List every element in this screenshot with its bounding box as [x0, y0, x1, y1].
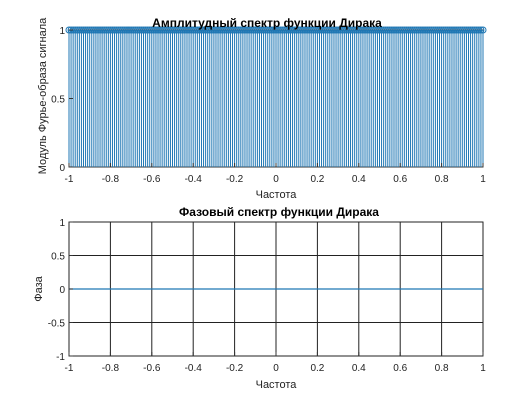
- phase-x-tick-label: 1: [480, 363, 486, 374]
- phase-x-tick-label: 0: [273, 363, 279, 374]
- amplitude-x-tick-label: 0: [273, 174, 279, 185]
- phase-y-tick-label: -1: [56, 352, 65, 363]
- phase-x-tick-label: -0.6: [143, 363, 161, 374]
- phase-y-ticks: -1 -0.5 0 0.5 1: [48, 218, 73, 363]
- amplitude-x-tick-label: 0.2: [310, 174, 324, 185]
- amplitude-x-ticks: -1 -0.8 -0.6 -0.4 -0.2 0 0.2 0.4 0.6 0.8 1: [65, 163, 486, 185]
- amplitude-stem-marker: [479, 26, 487, 34]
- amplitude-stems: [65, 26, 487, 167]
- phase-x-label: Частота: [256, 379, 298, 391]
- phase-plot: -1 -0.8 -0.6 -0.4 -0.2 0 0.2 0.4 0.6 0.8 1 -1 -0.5 0…: [33, 205, 486, 391]
- amplitude-x-tick-label: -0.6: [143, 174, 161, 185]
- amplitude-x-tick-label: -0.4: [185, 174, 203, 185]
- phase-x-ticks: -1 -0.8 -0.6 -0.4 -0.2 0 0.2 0.4 0.6 0.8 1: [65, 352, 486, 374]
- phase-title: Фазовый спектр функции Дирака: [179, 205, 379, 219]
- phase-x-tick-label: 0.8: [435, 363, 449, 374]
- amplitude-y-tick-label: 1: [59, 26, 65, 37]
- phase-y-label: Фаза: [33, 275, 45, 301]
- phase-x-tick-label: -0.2: [226, 363, 244, 374]
- amplitude-x-label: Частота: [256, 189, 298, 201]
- phase-x-tick-label: 0.6: [393, 363, 407, 374]
- amplitude-stem-marker: [477, 26, 485, 34]
- amplitude-y-label: Модуль Фурье-образа сигнала: [37, 17, 49, 174]
- amplitude-x-tick-label: 1: [480, 174, 486, 185]
- phase-x-tick-label: 0.4: [352, 363, 366, 374]
- amplitude-plot: -1 -0.8 -0.6 -0.4 -0.2 0 0.2 0.4 0.6 0.8 1 00.51 А…: [37, 16, 487, 201]
- phase-x-tick-label: -0.4: [185, 363, 203, 374]
- phase-y-tick-label: -0.5: [48, 319, 66, 330]
- phase-x-tick-label: 0.2: [310, 363, 324, 374]
- amplitude-x-tick-label: -0.8: [102, 174, 120, 185]
- phase-y-tick-label: 1: [59, 218, 65, 229]
- phase-y-tick-label: 0: [59, 285, 65, 296]
- amplitude-x-tick-label: -0.2: [226, 174, 244, 185]
- phase-x-tick-label: -1: [65, 363, 74, 374]
- amplitude-stem-marker: [475, 26, 483, 34]
- amplitude-y-ticks: 00.51: [51, 26, 73, 174]
- amplitude-x-tick-label: 0.8: [435, 174, 449, 185]
- amplitude-y-tick-label: 0.5: [51, 95, 65, 106]
- amplitude-y-tick-label: 0: [59, 163, 65, 174]
- phase-y-tick-label: 0.5: [51, 252, 65, 263]
- amplitude-x-tick-label: 0.6: [393, 174, 407, 185]
- phase-x-tick-label: -0.8: [102, 363, 120, 374]
- amplitude-x-tick-label: -1: [65, 174, 74, 185]
- amplitude-title: Амплитудный спектр функции Дирака: [152, 16, 382, 30]
- amplitude-x-tick-label: 0.4: [352, 174, 366, 185]
